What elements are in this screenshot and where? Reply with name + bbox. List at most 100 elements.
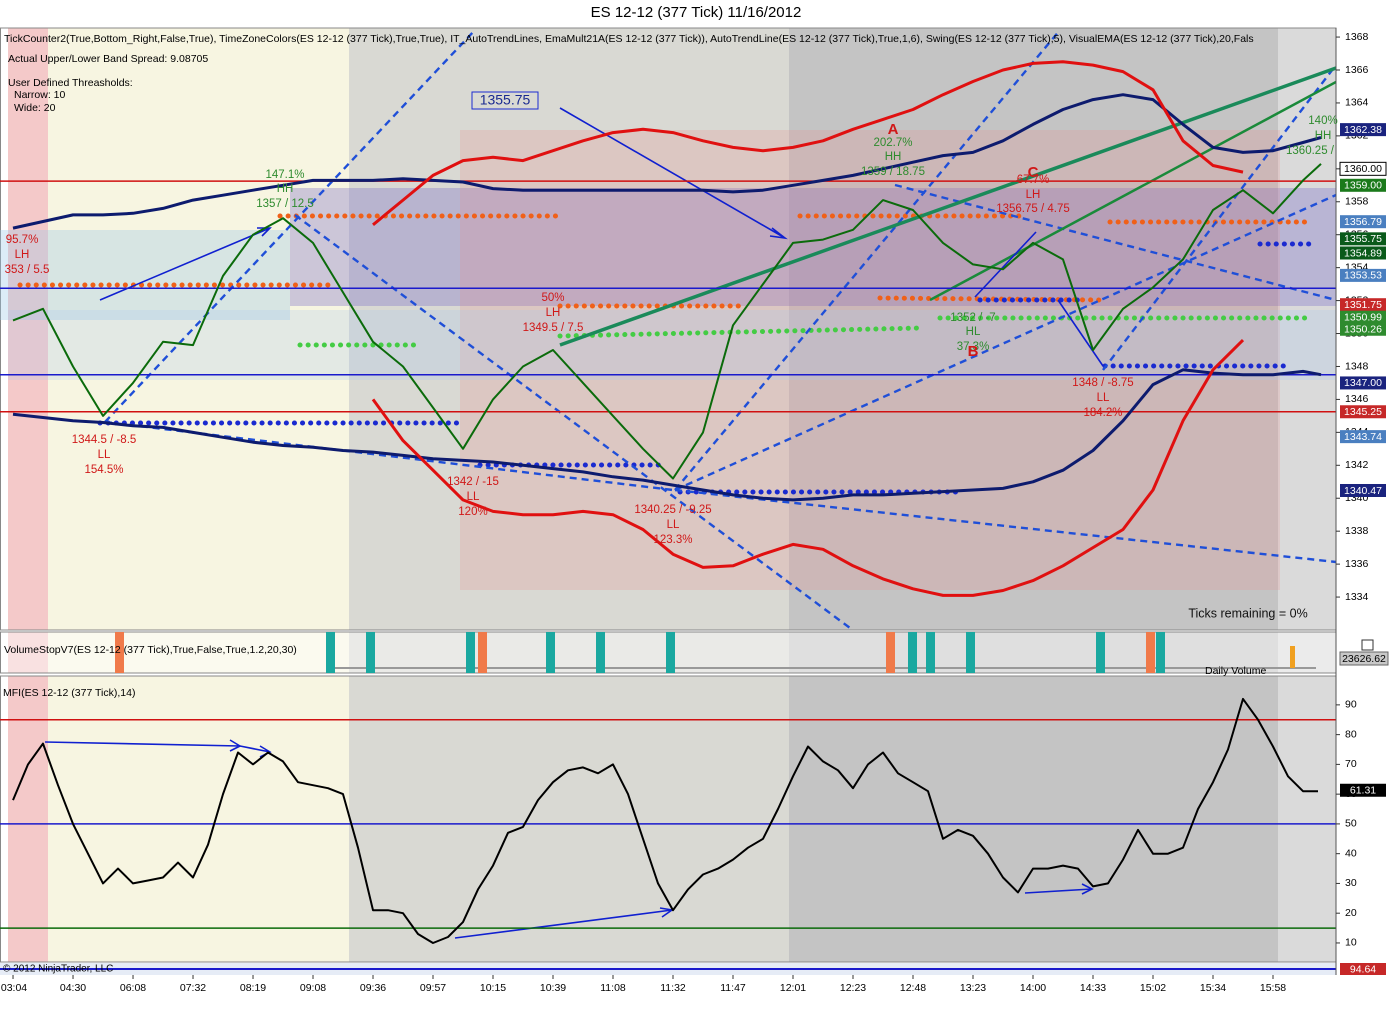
annotation: 1349.5 / 7.5: [523, 322, 584, 334]
session-band: [8, 28, 48, 630]
annotation: HH: [277, 183, 294, 195]
x-tick-label: 12:23: [840, 982, 866, 994]
price-marker-label: 1350.26: [1344, 324, 1382, 336]
annotation: 1344.5 / -8.5: [72, 434, 137, 446]
annotation: 1348 / -8.75: [1072, 377, 1133, 389]
series-line: [12, 368, 1322, 502]
series-line: [12, 93, 1322, 230]
volume-footer: Daily Volume: [1205, 665, 1266, 677]
x-tick-label: 04:30: [60, 982, 86, 994]
annotation: LH: [1026, 189, 1041, 201]
y-tick-label: 50: [1345, 818, 1357, 830]
annotation: 353 / 5.5: [5, 264, 50, 276]
dotted-level: [97, 241, 1318, 495]
x-tick-label: 03:04: [1, 982, 27, 994]
strip-value: 94.64: [1350, 963, 1376, 975]
session-band: [1278, 676, 1336, 962]
indicator-list: TickCounter2(True,Bottom_Right,False,Tru…: [4, 33, 1254, 45]
threshold-narrow: Narrow: 10: [14, 89, 66, 101]
float-box: [1361, 639, 1374, 651]
x-tick-label: 15:58: [1260, 982, 1286, 994]
price-marker: [1340, 268, 1386, 282]
trend-line: [674, 29, 1061, 491]
price-marker: [1340, 123, 1386, 137]
y-tick-label: 1364: [1345, 97, 1369, 109]
y-tick-label: 1342: [1345, 459, 1369, 471]
session-bands: [0, 27, 1337, 963]
annotation: 1360.25 /: [1286, 145, 1335, 157]
session-band: [349, 676, 789, 962]
trend-line: [929, 80, 1336, 302]
x-tick-label: 10:39: [540, 982, 566, 994]
annotation: 95.7%: [6, 234, 39, 246]
x-tick-label: 14:00: [1020, 982, 1046, 994]
y-tick-label: 1334: [1345, 591, 1369, 603]
trend-line: [104, 29, 476, 423]
price-marker-label: 1356.79: [1344, 216, 1382, 228]
x-tick-label: 10:15: [480, 982, 506, 994]
overlay: 1334133613381340134213441346134813501352…: [1, 28, 1387, 994]
annotation: 184.2%: [1083, 407, 1122, 419]
session-band: [0, 676, 8, 962]
price-box-label: 1355.75: [480, 92, 531, 108]
y-tick-label: 40: [1345, 847, 1357, 859]
price-marker-label: 1351.75: [1344, 299, 1382, 311]
threshold-wide: Wide: 20: [14, 102, 56, 114]
annotation: 202.7%: [873, 137, 912, 149]
price-marker-label: 1362.38: [1344, 124, 1382, 136]
annotation: C: [1028, 164, 1039, 181]
arrow: [559, 107, 788, 240]
y-tick-label: 1338: [1345, 525, 1369, 537]
annotation: 50%: [541, 292, 564, 304]
session-band: [8, 676, 48, 962]
annotation: 154.5%: [84, 464, 123, 476]
x-tick-label: 15:02: [1140, 982, 1166, 994]
price-series: [0, 60, 1336, 597]
x-tick-label: 11:32: [660, 982, 686, 994]
annotation: 1342 / -15: [447, 476, 499, 488]
price-marker-label: 1355.75: [1344, 233, 1382, 245]
signal-block: [1096, 632, 1105, 673]
session-band: [0, 632, 8, 673]
annotation: 1359 / 18.75: [861, 166, 925, 178]
price-marker-label: 1347.00: [1344, 377, 1382, 389]
annotation: HH: [885, 151, 902, 163]
price-marker-label: 1340.47: [1344, 485, 1382, 497]
x-tick-label: 12:01: [780, 982, 806, 994]
signal-block: [115, 632, 124, 673]
price-marker-label: 1343.74: [1344, 431, 1382, 443]
session-band: [48, 28, 349, 630]
x-tick-label: 09:36: [360, 982, 386, 994]
x-tick-label: 09:57: [420, 982, 446, 994]
session-band: [789, 676, 1278, 962]
x-tick-label: 08:19: [240, 982, 266, 994]
x-tick-label: 15:34: [1200, 982, 1226, 994]
y-tick-label: 70: [1345, 758, 1357, 770]
x-tick-label: 07:32: [180, 982, 206, 994]
zone: [8, 310, 1336, 380]
annotation: 147.1%: [265, 169, 304, 181]
price-marker: [1340, 376, 1386, 390]
chart-title: ES 12-12 (377 Tick) 11/16/2012: [591, 4, 802, 21]
zone: [290, 188, 1336, 306]
y-tick-label: 1368: [1345, 31, 1369, 43]
price-marker: [1340, 298, 1386, 312]
annotation: 1352 / -7: [950, 312, 995, 324]
price-marker: [1340, 246, 1386, 260]
arrow: [1024, 883, 1094, 895]
signal-block: [666, 632, 675, 673]
annotation: B: [968, 343, 979, 360]
price-box: [471, 91, 539, 110]
price-marker: [1339, 161, 1387, 176]
dotted-level: [277, 213, 1313, 225]
arrow: [974, 231, 1104, 367]
volume-label: VolumeStopV7(ES 12-12 (377 Tick),True,Fa…: [4, 644, 297, 656]
x-tick-label: 06:08: [120, 982, 146, 994]
annotation: LL: [467, 491, 480, 503]
annotation: 1356.75 / 4.75: [996, 203, 1070, 215]
strip-badge: [1340, 963, 1386, 975]
price-marker: [1340, 483, 1386, 497]
x-tick-label: 11:47: [720, 982, 746, 994]
price-marker: [1340, 310, 1386, 324]
